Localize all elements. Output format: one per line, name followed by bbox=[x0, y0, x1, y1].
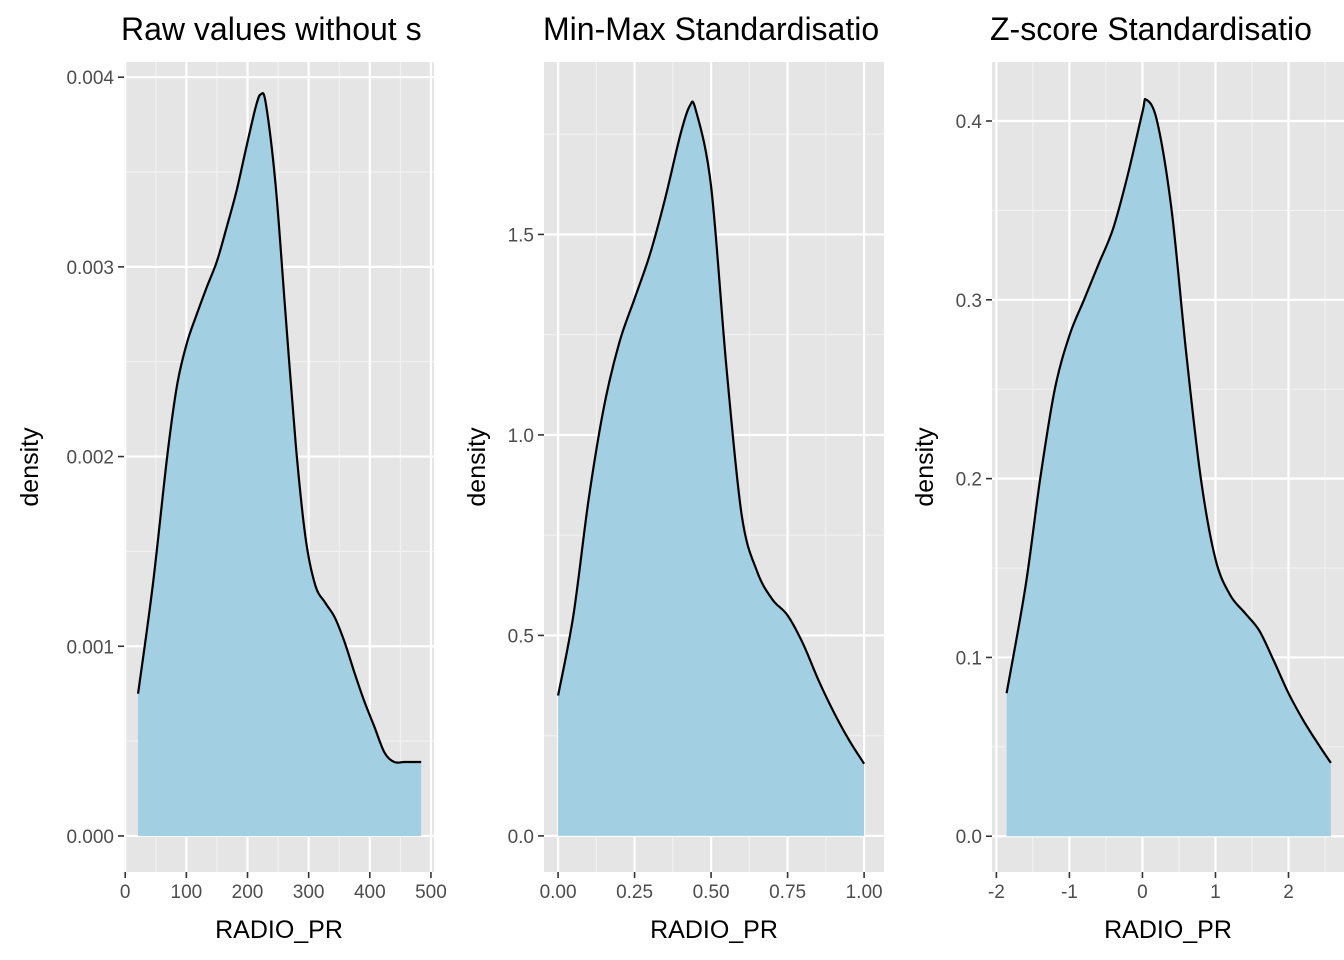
panel-2: 0.00 0.25 0.50 0.75 1.00 0.0 0.5 1.0 1.5 RADIO_PR… bbox=[463, 11, 884, 944]
x-axis-title: RADIO_PR bbox=[215, 916, 343, 944]
density-curve bbox=[556, 100, 866, 765]
x-tick-label: 100 bbox=[171, 882, 203, 903]
x-axis-title: RADIO_PR bbox=[1104, 916, 1232, 944]
x-tick-label: 0.00 bbox=[540, 882, 577, 903]
x-tick-label: 400 bbox=[354, 882, 386, 903]
y-tick-label: 0.0 bbox=[508, 827, 534, 848]
x-tick-label: 0 bbox=[120, 882, 131, 903]
x-tick-label: 1.00 bbox=[846, 882, 883, 903]
y-tick-label: 0.003 bbox=[66, 258, 114, 279]
x-tick-label: 2 bbox=[1283, 882, 1294, 903]
y-tick-label: 0.5 bbox=[508, 626, 534, 647]
y-tick-label: 0.3 bbox=[956, 291, 982, 312]
x-tick-label: -2 bbox=[988, 882, 1005, 903]
x-tick-label: 300 bbox=[293, 882, 325, 903]
x-tick-label: 0.50 bbox=[693, 882, 730, 903]
x-axis-title: RADIO_PR bbox=[650, 916, 778, 944]
y-tick-label: 0.001 bbox=[66, 637, 114, 658]
panel-title: Z-score Standardisatio bbox=[990, 11, 1312, 47]
y-axis-title: density bbox=[463, 427, 491, 507]
y-axis-title: density bbox=[16, 427, 44, 507]
panel-3: -2 -1 0 1 2 0.0 0.1 0.2 0.3 0.4 RADIO_PR density Z-s… bbox=[911, 11, 1344, 944]
density-curve bbox=[136, 92, 422, 764]
density-curve bbox=[1005, 98, 1332, 764]
density-area bbox=[138, 93, 422, 836]
x-tick-label: 500 bbox=[415, 882, 447, 903]
x-tick-label: 1 bbox=[1210, 882, 1221, 903]
y-tick-label: 0.0 bbox=[956, 827, 982, 848]
y-tick-label: 1.5 bbox=[508, 225, 534, 246]
y-tick-label: 1.0 bbox=[508, 426, 534, 447]
x-tick-label: -1 bbox=[1061, 882, 1078, 903]
y-tick-label: 0.002 bbox=[66, 448, 114, 469]
y-tick-label: 0.4 bbox=[956, 112, 983, 133]
x-tick-label: 0 bbox=[1137, 882, 1148, 903]
density-area bbox=[558, 101, 865, 836]
panel-1: 0 100 200 300 400 500 0.000 0.001 0.002 0.003 0.00… bbox=[16, 11, 447, 944]
y-tick-label: 0.1 bbox=[956, 648, 982, 669]
y-tick-label: 0.000 bbox=[66, 827, 114, 848]
y-tick-label: 0.2 bbox=[956, 470, 982, 491]
panel-title: Min-Max Standardisatio bbox=[543, 11, 879, 47]
y-tick-label: 0.004 bbox=[66, 68, 114, 89]
y-axis-title: density bbox=[911, 427, 939, 507]
density-area bbox=[1006, 99, 1331, 837]
x-tick-label: 0.75 bbox=[769, 882, 806, 903]
x-tick-label: 0.25 bbox=[616, 882, 653, 903]
panel-title: Raw values without s bbox=[121, 11, 422, 47]
x-tick-label: 200 bbox=[232, 882, 264, 903]
